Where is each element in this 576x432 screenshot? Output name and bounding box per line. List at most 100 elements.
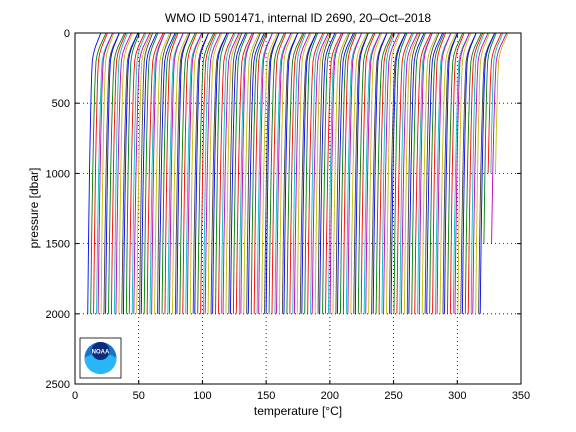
profile-line [292,32,307,314]
profile-line [342,32,357,314]
profile-line [368,32,383,314]
profile-line [447,32,464,314]
profile-line [381,32,396,314]
profile-line [332,32,349,314]
profile-line [154,32,171,314]
profile-line [403,32,420,314]
profile-line [289,32,305,314]
profile-line [472,32,489,314]
profile-line [400,32,418,314]
profile-line [189,32,204,314]
x-tick-label: 150 [257,390,275,402]
profile-line [432,32,446,314]
profile-line [442,32,458,314]
profile-line [265,32,280,314]
profile-line [136,32,152,314]
profile-line [329,32,344,314]
profile-line [167,32,184,314]
profile-line [310,32,325,314]
chart-title: WMO ID 5901471, internal ID 2690, 20–Oct… [165,11,431,25]
profile-line [345,32,362,314]
profile-line [207,32,223,314]
profile-line [220,32,236,314]
profile-line [131,32,147,314]
profile-line [151,32,166,314]
x-axis-label: temperature [°C] [254,404,342,418]
profile-line [158,32,176,314]
x-tick-label: 50 [133,390,145,402]
profile-line [435,32,452,314]
grid [75,33,521,384]
profile-line [319,32,336,314]
profile-line [174,32,191,314]
profile-line [157,32,172,314]
profile-line [230,32,247,314]
profile-line [411,32,426,314]
profile-line [283,32,299,314]
profile-line [439,32,457,314]
profile-line [247,32,265,314]
profile-line [354,32,369,314]
profile-line [122,32,139,314]
profile-line [383,32,400,314]
profile-line [307,32,324,314]
profile-line [322,32,337,314]
y-tick-label: 2000 [46,309,70,321]
profile-line [246,32,261,314]
profile-line [281,32,299,314]
profile-line [169,32,184,314]
profile-line [396,32,413,314]
profile-line [203,32,217,314]
y-tick-label: 2500 [46,379,70,391]
profile-line [140,32,157,314]
profile-line [304,32,319,314]
profile-line [426,32,444,314]
profile-line [314,32,331,314]
profile-line [357,32,374,314]
profile-line [363,32,381,314]
svg-text:NOAA: NOAA [92,350,110,356]
plot-frame [74,32,522,385]
profile-line [164,32,179,314]
profile-line [200,32,216,314]
x-tick-label: 200 [321,390,339,402]
profile-line [204,32,221,314]
profile-line [225,32,241,314]
profile-line [149,32,165,314]
profile-line [186,32,203,314]
profile-line [97,32,114,314]
x-tick-label: 300 [448,390,466,402]
y-tick-label: 1000 [46,168,70,180]
profile-line [418,32,433,314]
profile-line [299,32,317,314]
profile-line [256,32,273,314]
profile-line [350,32,368,314]
profile-line [185,32,203,314]
profile-line [171,32,189,314]
profile-line [146,32,164,314]
profile-line [408,32,425,314]
profile-line [353,32,369,314]
profile-line [414,32,432,314]
profile-line [96,32,113,314]
profile-line [393,32,408,314]
profile-line [235,32,253,314]
profile-line [375,32,393,314]
profile-line [271,32,287,314]
profile-line [232,32,248,314]
profile-line [449,32,465,314]
profile-line [360,32,376,314]
x-tick-label: 250 [384,390,402,402]
y-tick-label: 500 [52,98,70,110]
profile-line [103,32,120,314]
profile-line [218,32,235,314]
profile-line [388,32,406,314]
profile-line [240,32,255,314]
profile-line [276,32,292,314]
profile-line [197,32,215,314]
profile-line [110,32,127,314]
profile-line [87,32,102,314]
profile-line [424,32,440,314]
profile-line [460,32,477,314]
